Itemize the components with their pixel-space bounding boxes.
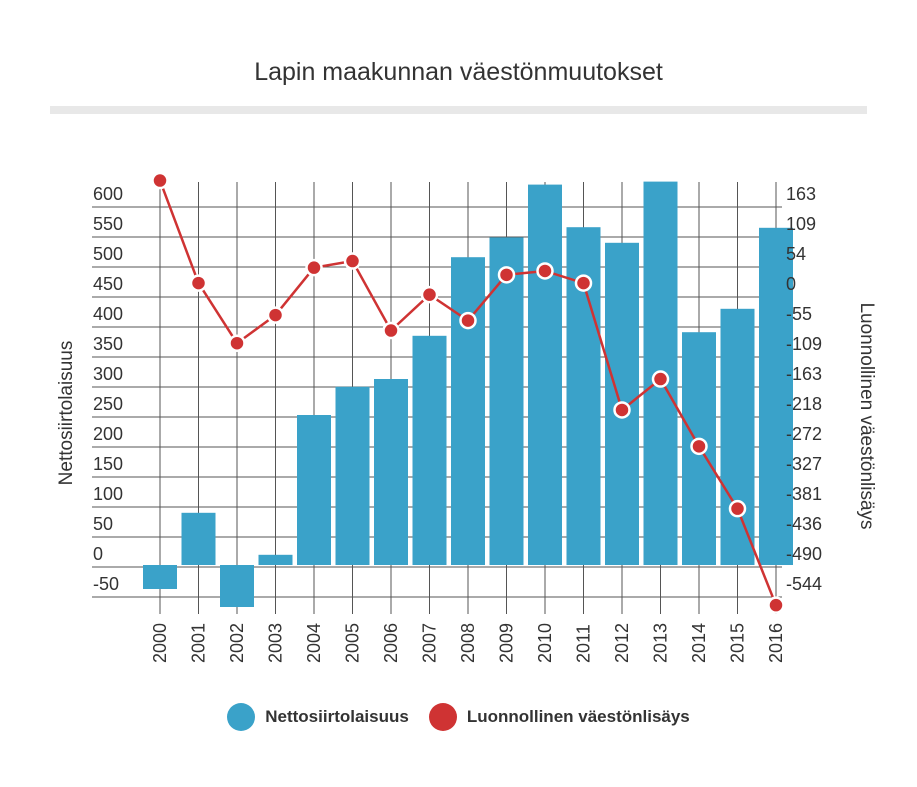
y-right-axis-title: Luonnollinen väestönlisäys: [856, 302, 877, 529]
legend-swatch-natural-increase: [428, 703, 457, 731]
bar-2009: [489, 237, 524, 565]
y-left-tick: 300: [93, 364, 123, 384]
point-2006: [382, 321, 400, 340]
x-tick-2000: 2000: [150, 623, 170, 663]
x-tick-2002: 2002: [227, 623, 247, 663]
point-2011: [574, 274, 593, 292]
x-tick-2012: 2012: [612, 623, 632, 663]
bar-2007: [412, 335, 447, 565]
y-left-tick: 400: [93, 304, 123, 324]
y-right-tick: 54: [786, 244, 806, 264]
legend: Nettosiirtolaisuus Luonnollinen väestönl…: [0, 703, 917, 731]
bar-series: [143, 181, 793, 607]
y-right-tick: 163: [786, 184, 816, 204]
y-right-tick: -327: [786, 454, 822, 474]
y-right-tick: -55: [786, 304, 812, 324]
y-left-tick: 450: [93, 274, 123, 294]
y-right-tick: -544: [786, 574, 822, 594]
title-divider: [50, 106, 867, 114]
chart-title: Lapin maakunnan väestönmuutokset: [254, 58, 663, 86]
point-2012: [613, 401, 631, 419]
bar-2003: [258, 554, 293, 565]
y-right-tick: 109: [786, 214, 816, 234]
point-2002: [228, 334, 246, 352]
y-left-tick: 250: [93, 394, 123, 414]
legend-label-natural-increase: Luonnollinen väestönlisäys: [466, 707, 690, 726]
x-tick-2003: 2003: [266, 623, 286, 663]
point-2005: [343, 252, 362, 270]
bar-2000: [143, 565, 177, 589]
point-2000: [151, 171, 169, 190]
point-2013: [651, 370, 670, 388]
y-left-tick: 600: [93, 184, 123, 204]
y-left-tick: -50: [93, 574, 119, 594]
x-tick-2008: 2008: [458, 623, 478, 663]
y-right-tick: -381: [786, 484, 822, 504]
y-right-tick: -272: [786, 424, 822, 444]
bar-2006: [374, 379, 408, 565]
bar-2002: [220, 565, 254, 607]
point-2003: [266, 306, 285, 324]
bar-2005: [335, 386, 370, 565]
bar-2016: [759, 227, 793, 566]
x-tick-2001: 2001: [189, 623, 209, 663]
x-tick-2007: 2007: [420, 623, 440, 663]
point-2008: [459, 311, 477, 330]
y-right-tick: -436: [786, 514, 822, 534]
y-left-axis-title: Nettosiirtolaisuus: [56, 341, 77, 486]
x-tick-2015: 2015: [728, 623, 748, 663]
y-left-tick: 500: [93, 244, 123, 264]
point-2009: [497, 266, 516, 284]
point-2014: [690, 437, 708, 456]
x-tick-2005: 2005: [343, 623, 363, 663]
y-right-tick: -490: [786, 544, 822, 564]
line-series: [151, 171, 785, 614]
legend-item-net-migration: Nettosiirtolaisuus: [227, 703, 409, 731]
point-2016: [767, 596, 785, 614]
y-left-tick: 100: [93, 484, 123, 504]
y-right-tick: -163: [786, 364, 822, 384]
y-left-tick: 0: [93, 544, 103, 564]
y-right-tick: -109: [786, 334, 822, 354]
bar-2004: [297, 415, 331, 565]
axis-labels: 600550500450400350300250200150100500-501…: [56, 184, 877, 663]
y-left-tick: 350: [93, 334, 123, 354]
point-2001: [189, 274, 208, 292]
bar-2008: [451, 257, 485, 565]
legend-label-net-migration: Nettosiirtolaisuus: [265, 707, 409, 726]
y-left-tick: 550: [93, 214, 123, 234]
bar-2001: [181, 512, 216, 565]
x-tick-2014: 2014: [689, 623, 709, 663]
y-left-tick: 150: [93, 454, 123, 474]
point-2010: [536, 262, 554, 280]
y-left-tick: 200: [93, 424, 123, 444]
legend-item-natural-increase: Luonnollinen väestönlisäys: [428, 703, 690, 731]
x-tick-2006: 2006: [381, 623, 401, 663]
y-left-tick: 50: [93, 514, 113, 534]
point-2015: [728, 499, 747, 518]
y-right-tick: -218: [786, 394, 822, 414]
point-2007: [420, 285, 439, 304]
bar-2015: [720, 308, 755, 565]
legend-swatch-net-migration: [227, 703, 256, 731]
x-tick-2004: 2004: [304, 623, 324, 663]
y-right-tick: 0: [786, 274, 796, 294]
point-2004: [305, 258, 323, 277]
x-tick-2010: 2010: [535, 623, 555, 663]
bar-2010: [528, 184, 562, 565]
x-tick-2013: 2013: [651, 623, 671, 663]
x-tick-2016: 2016: [766, 623, 786, 663]
x-tick-2011: 2011: [574, 624, 594, 663]
x-tick-2009: 2009: [497, 623, 517, 663]
